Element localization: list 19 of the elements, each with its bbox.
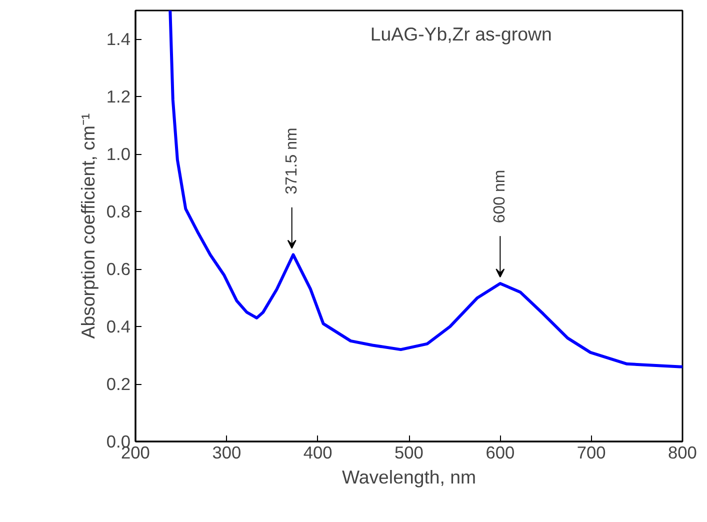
- x-tick-label: 600: [486, 442, 515, 462]
- annotation: LuAG-Yb,Zr as-grown: [370, 23, 552, 44]
- y-tick-label: 0.4: [106, 316, 131, 337]
- annotation: 371.5 nm: [283, 128, 300, 194]
- y-tick-label: 0.8: [106, 202, 131, 222]
- y-axis-title: Absorption coefficient, cm⁻¹: [77, 113, 98, 339]
- x-axis-title: Wavelength, nm: [342, 466, 476, 488]
- y-tick-label: 1.4: [106, 29, 131, 50]
- annotation: 600 nm: [492, 170, 509, 224]
- x-tick-label: 400: [303, 442, 332, 462]
- y-tick-label: 0.2: [106, 374, 131, 394]
- x-tick-label: 500: [394, 442, 424, 462]
- y-tick-label: 0.6: [106, 259, 131, 280]
- line-series: [168, 10, 682, 368]
- x-tick-label: 300: [212, 442, 242, 462]
- y-tick-label: 1.2: [106, 86, 131, 107]
- y-tick-label: 1.0: [106, 144, 131, 164]
- x-tick-label: 800: [668, 442, 697, 462]
- x-tick-label: 700: [576, 442, 606, 462]
